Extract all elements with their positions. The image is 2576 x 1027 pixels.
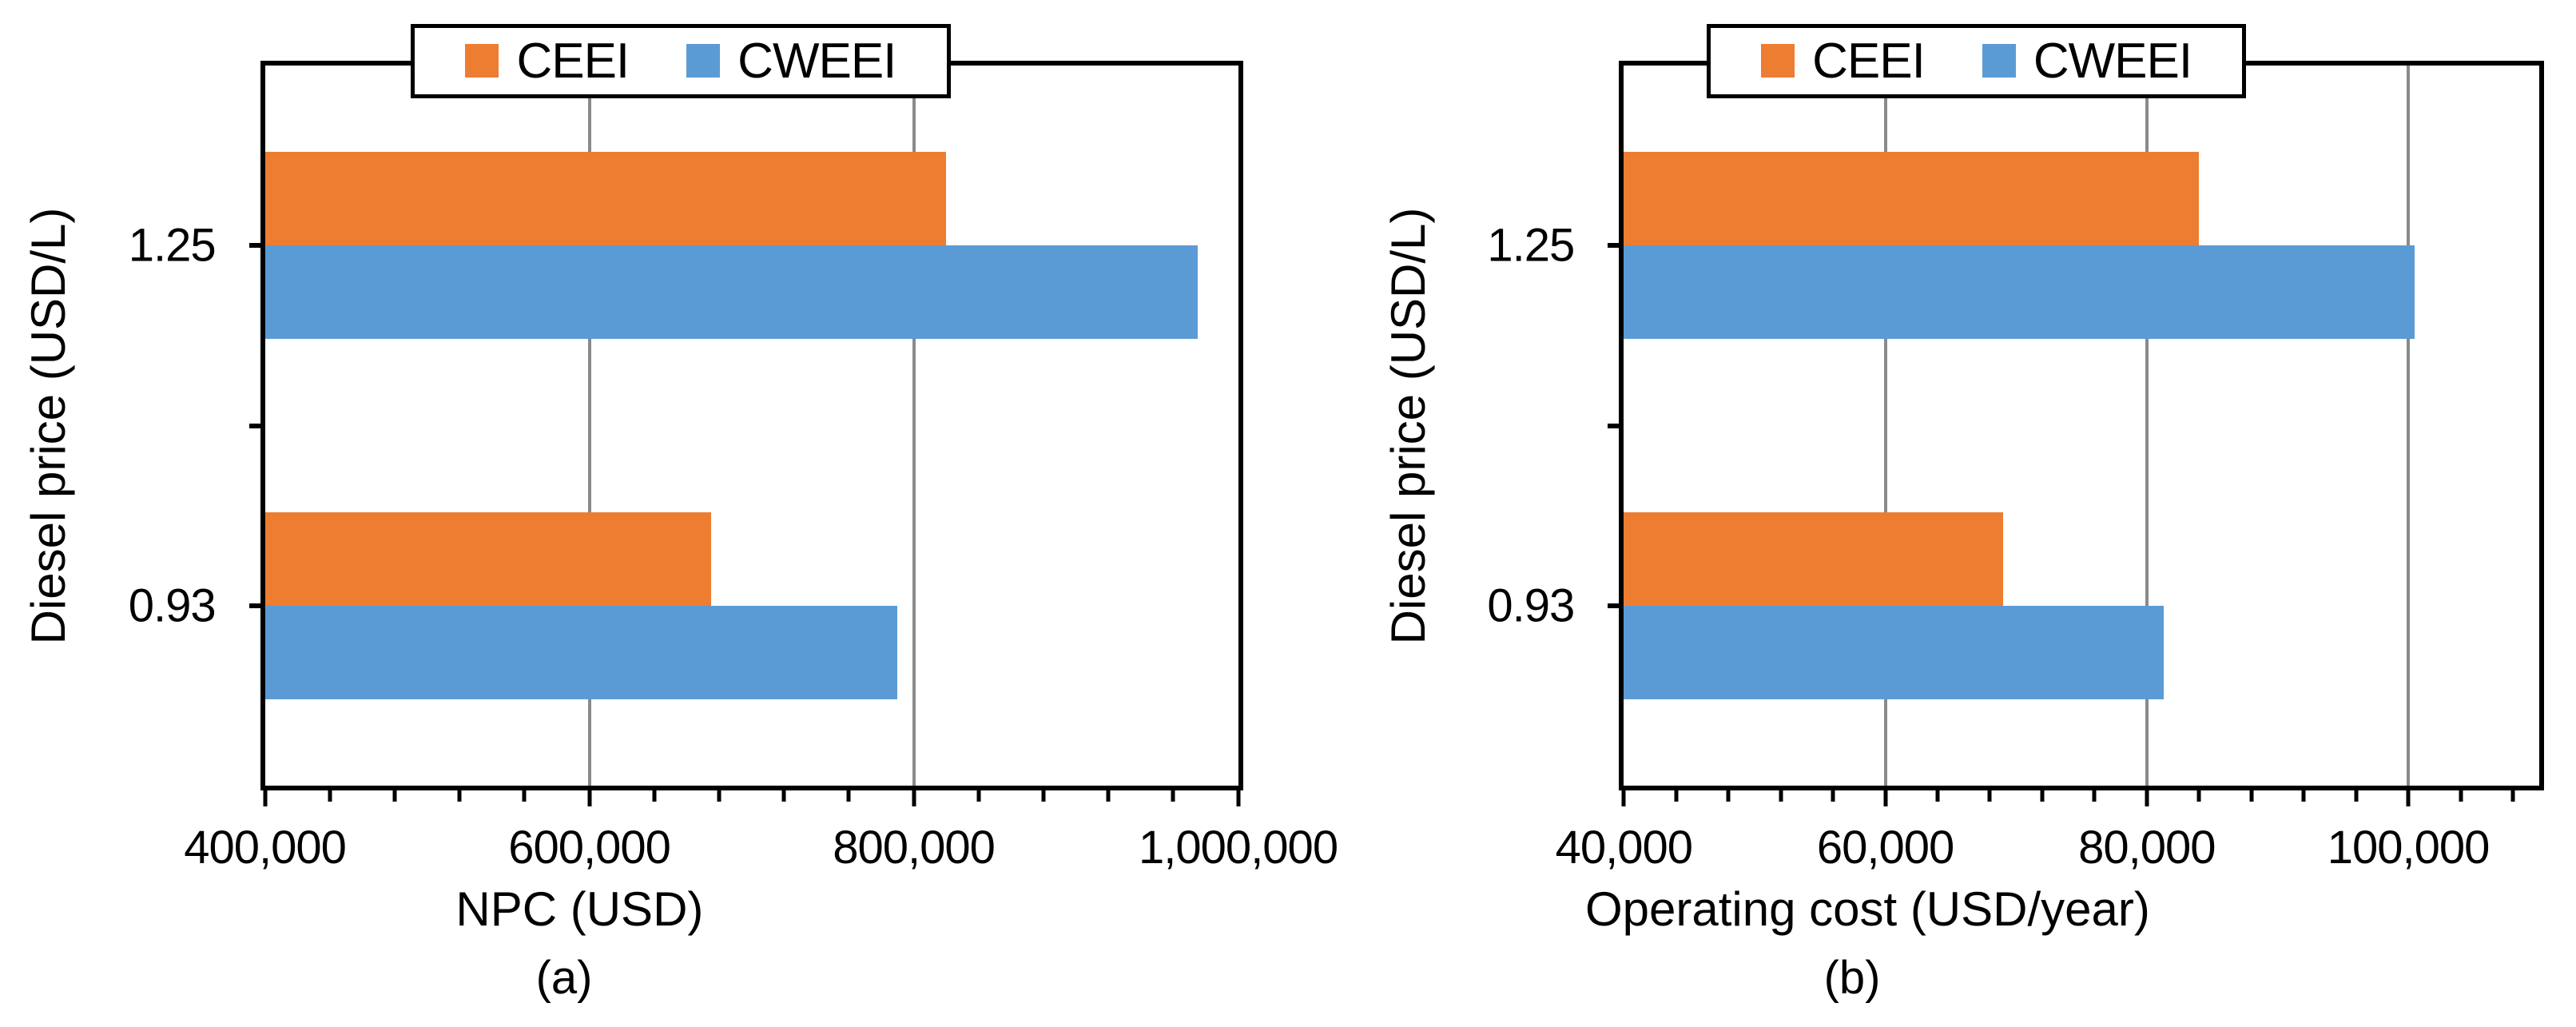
x-minor-tick-920000 <box>1106 786 1111 802</box>
bar-ceei-0.93 <box>264 512 711 607</box>
x-minor-tick-108000 <box>2510 786 2515 802</box>
y-tick-75 <box>248 603 265 609</box>
x-minor-tick-76000 <box>2092 786 2097 802</box>
gridline-800000 <box>912 65 916 786</box>
x-minor-tick-84000 <box>2196 786 2201 802</box>
x-minor-tick-960000 <box>1171 786 1175 802</box>
legend-item-ceei: CEEI <box>1761 33 1926 90</box>
x-minor-tick-64000 <box>1935 786 1940 802</box>
y-category-label-0.93: 0.93 <box>128 579 217 632</box>
y-axis-title: Diesel price (USD/L) <box>1381 207 1436 645</box>
x-minor-tick-640000 <box>652 786 657 802</box>
bar-ceei-1.25 <box>1624 152 2200 246</box>
x-tick-label-60,000: 60,000 <box>1816 822 1954 874</box>
x-minor-tick-880000 <box>1041 786 1046 802</box>
legend-item-cweei: CWEEI <box>1982 33 2192 90</box>
x-minor-tick-520000 <box>457 786 462 802</box>
x-tick-label-40,000: 40,000 <box>1555 822 1693 874</box>
x-tick-label-1,000,000: 1,000,000 <box>1139 822 1338 874</box>
bar-cweei-1.25 <box>264 245 1198 340</box>
y-tick-25 <box>248 243 265 249</box>
x-tick-label-800,000: 800,000 <box>833 822 996 874</box>
x-minor-tick-92000 <box>2301 786 2306 802</box>
x-minor-tick-56000 <box>1831 786 1835 802</box>
gridline-100000 <box>2407 65 2411 786</box>
y-category-label-0.93: 0.93 <box>1487 579 1575 632</box>
bar-ceei-0.93 <box>1624 512 2003 607</box>
x-major-tick-400000 <box>263 786 268 807</box>
y-tick-50 <box>1608 423 1624 428</box>
x-tick-label-600,000: 600,000 <box>508 822 671 874</box>
legend-label-ceei: CEEI <box>516 33 630 89</box>
y-category-label-1.25: 1.25 <box>128 219 217 272</box>
legend-item-ceei: CEEI <box>465 33 630 90</box>
x-tick-label-80,000: 80,000 <box>2078 822 2216 874</box>
x-major-tick-1000000 <box>1236 786 1241 807</box>
x-minor-tick-440000 <box>328 786 332 802</box>
plot-area: 40,000 60,000 80,000 100,000 1.25 0.93 <box>1487 60 2544 874</box>
y-axis-title: Diesel price (USD/L) <box>21 207 75 645</box>
panel-caption: (a) <box>535 951 593 1004</box>
cweei-swatch-icon <box>1982 44 2016 78</box>
x-minor-tick-560000 <box>522 786 527 802</box>
x-minor-tick-720000 <box>781 786 786 802</box>
gridline-80000 <box>2145 65 2149 786</box>
panel-caption: (b) <box>1823 951 1881 1004</box>
plot-area: 400,000 600,000 800,000 1,000,000 1.25 0.93 <box>129 60 1338 874</box>
chart-panel-a: Diesel price (USD/L) 400,000 600,000 800,0… <box>21 23 1338 1004</box>
x-tick-label-400,000: 400,000 <box>184 822 347 874</box>
x-minor-tick-680000 <box>717 786 722 802</box>
x-minor-tick-840000 <box>976 786 981 802</box>
cweei-swatch-icon <box>686 44 721 78</box>
x-minor-tick-52000 <box>1779 786 1783 802</box>
legend-label-cweei: CWEEI <box>2033 33 2192 89</box>
ceei-swatch-icon <box>1761 44 1795 78</box>
gridline-600000 <box>587 65 591 786</box>
ceei-swatch-icon <box>465 44 499 78</box>
x-major-tick-600000 <box>587 786 592 807</box>
legend: CEEI CWEEI <box>1706 23 2247 99</box>
x-minor-tick-760000 <box>846 786 851 802</box>
x-major-tick-80000 <box>2145 786 2149 807</box>
y-category-label-1.25: 1.25 <box>1487 219 1575 272</box>
x-minor-tick-72000 <box>2040 786 2045 802</box>
gridline-60000 <box>1883 65 1887 786</box>
x-minor-tick-96000 <box>2354 786 2359 802</box>
x-minor-tick-480000 <box>392 786 397 802</box>
x-tick-label-100,000: 100,000 <box>2327 822 2491 874</box>
x-minor-tick-48000 <box>1726 786 1731 802</box>
x-minor-tick-104000 <box>2459 786 2463 802</box>
x-major-tick-800000 <box>912 786 916 807</box>
x-axis-title: Operating cost (USD/year) <box>1584 882 2150 936</box>
legend-label-cweei: CWEEI <box>737 33 896 89</box>
x-major-tick-40000 <box>1621 786 1626 807</box>
bar-cweei-1.25 <box>1624 245 2415 340</box>
y-tick-75 <box>1608 603 1624 609</box>
x-minor-tick-68000 <box>1987 786 1992 802</box>
y-tick-50 <box>248 423 265 428</box>
bar-cweei-0.93 <box>1624 606 2165 700</box>
legend-label-ceei: CEEI <box>1812 33 1926 89</box>
x-major-tick-100000 <box>2406 786 2411 807</box>
x-minor-tick-88000 <box>2249 786 2254 802</box>
legend-item-cweei: CWEEI <box>686 33 896 90</box>
y-tick-25 <box>1608 243 1624 249</box>
bar-cweei-0.93 <box>264 606 898 700</box>
chart-panel-b: Diesel price (USD/L) 40,000 60,000 80,000 1… <box>1288 0 2576 1027</box>
bar-ceei-1.25 <box>264 152 947 246</box>
x-minor-tick-44000 <box>1674 786 1679 802</box>
x-major-tick-60000 <box>1883 786 1888 807</box>
legend: CEEI CWEEI <box>411 23 951 99</box>
x-axis-title: NPC (USD) <box>455 882 704 936</box>
